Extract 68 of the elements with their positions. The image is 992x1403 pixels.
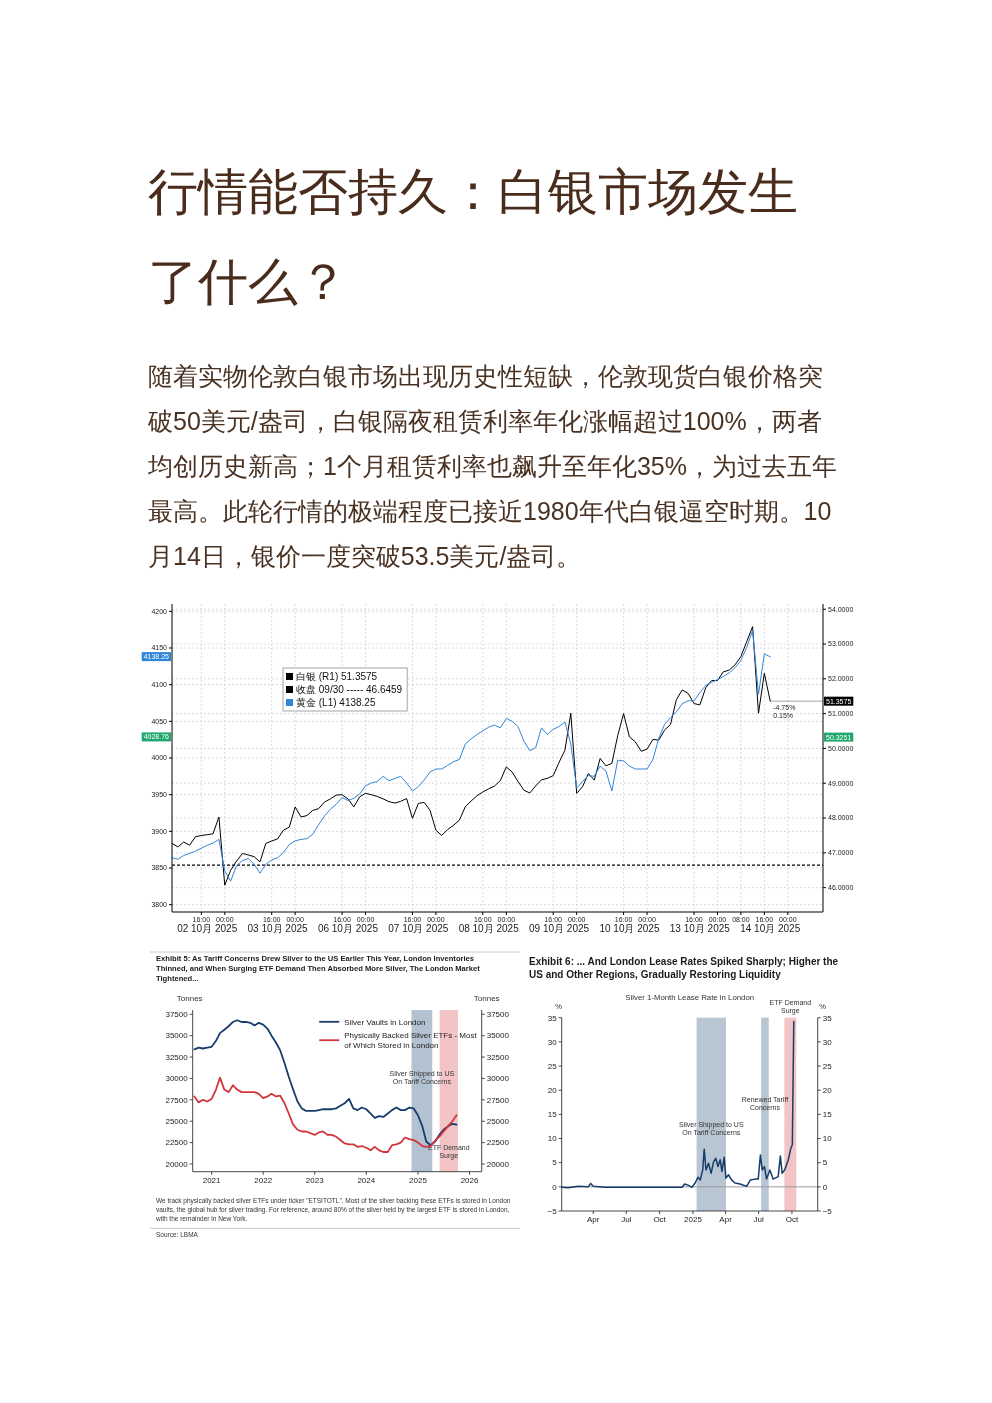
x-tick-label: Oct [785, 1215, 799, 1224]
y2-tick-label: 35000 [486, 1031, 510, 1041]
x-tick-label: Apr [719, 1215, 733, 1224]
x-tick-label: 2025 [409, 1175, 428, 1185]
y2-tick-label: 20000 [486, 1159, 510, 1169]
y-tick-label: 37500 [165, 1010, 189, 1020]
y2-tick-label: 0 [822, 1182, 828, 1192]
legend-label: 收盘 09/30 ----- 46.6459 [296, 684, 403, 696]
y-tick-label: 10 [547, 1134, 558, 1144]
legend-label: Physically Backed Silver ETFs - Most of Which Stored in London [344, 1031, 478, 1050]
y-tick-label: 20 [547, 1085, 558, 1095]
x-tick-label: 07 10月 2025 [388, 923, 449, 934]
y-tick-label: 30000 [165, 1074, 189, 1084]
x-tick-label: 2024 [357, 1175, 376, 1185]
x-tick-label: 03 10月 2025 [247, 923, 309, 934]
y-tick-label: 25000 [165, 1117, 189, 1127]
y-tick-label: 22500 [165, 1138, 189, 1148]
x-tick-label: 02 10月 2025 [177, 923, 238, 934]
x-tick-label: 09 10月 2025 [529, 923, 590, 934]
y2-tick-label: 30 [822, 1037, 833, 1047]
y-tick-label: 35000 [165, 1031, 189, 1041]
y-tick-label: 35 [547, 1013, 558, 1023]
x-tick-label: Oct [653, 1215, 667, 1224]
y-tick-label: 5 [552, 1158, 558, 1168]
y2-tick-label: 35 [822, 1013, 833, 1023]
legend-label: 黄金 (L1) 4138.25 [296, 697, 376, 709]
y-tick-label: −5 [547, 1206, 558, 1216]
chart-title: Exhibit 6: ... And London Lease Rates Spiked Sharply; Higher the US and Other Regions, Gradually Restoring Liquidity [529, 956, 839, 981]
chart-subtitle: 随着实物伦敦白银市场出现历史性短缺，伦敦现货白银价格突破50美元/盎司，白银隔夜租赁利率年化涨幅超过100%，两者均创历史新高；1个月租赁利率也飙升至年化35%，为过去五年最高。此轮行情的极端程度已接近1980年代白银逼空时期。10月14日，银价一度突破53.5美元/盎司。 [148, 361, 838, 572]
y2-tick-label: 30000 [486, 1074, 510, 1084]
x-tick-label: 2026 [460, 1175, 479, 1185]
y2-tick-label: −5 [822, 1206, 833, 1216]
y-tick-label: 20000 [165, 1159, 189, 1169]
y-tick-label: 32500 [165, 1052, 189, 1062]
y2-tick-label: 22500 [486, 1138, 510, 1148]
legend-label: Silver Vaults in London [344, 1017, 426, 1027]
x-tick-label: 2021 [202, 1175, 222, 1185]
y2-tick-label: 25 [822, 1061, 833, 1071]
x-tick-label: Jul [621, 1215, 632, 1224]
chart-title: 行情能否持久：白银市场发生了什么？ [148, 163, 799, 312]
x-tick-label: 08 10月 2025 [458, 923, 520, 934]
y-tick-label: 30 [547, 1037, 558, 1047]
y2-tick-label: 32500 [486, 1052, 510, 1062]
line-series [193, 1019, 458, 1147]
x-tick-label: 2023 [305, 1175, 325, 1185]
y-axis-title: Tonnes [176, 994, 203, 1003]
x-tick-label: 2025 [684, 1215, 703, 1224]
y2-tick-label: 5 [822, 1158, 828, 1168]
y2-tick-label: 27500 [486, 1095, 510, 1105]
y2-tick-label: 37500 [486, 1010, 510, 1020]
y-tick-label: 15 [547, 1110, 558, 1120]
y-tick-label: 27500 [165, 1095, 189, 1105]
x-tick-label: 10 10月 2025 [599, 923, 660, 934]
y2-tick-label: 25000 [486, 1117, 510, 1127]
x-tick-label: 06 10月 2025 [317, 923, 379, 934]
x-tick-label: 14 10月 2025 [740, 923, 801, 934]
y2-tick-label: 20 [822, 1085, 833, 1095]
y-tick-label: 0 [552, 1182, 558, 1192]
x-tick-label: 2022 [254, 1175, 273, 1185]
y-tick-label: 25 [547, 1061, 558, 1071]
y2-tick-label: 10 [822, 1134, 833, 1144]
legend-label: 白银 (R1) 51.3575 [296, 671, 378, 683]
y2-tick-label: 15 [822, 1110, 833, 1120]
y2-axis-title: Tonnes [473, 994, 500, 1003]
x-tick-label: Apr [587, 1215, 600, 1224]
x-tick-label: Jul [753, 1215, 764, 1224]
line-series [560, 1020, 795, 1189]
x-tick-label: 13 10月 2025 [669, 923, 731, 934]
